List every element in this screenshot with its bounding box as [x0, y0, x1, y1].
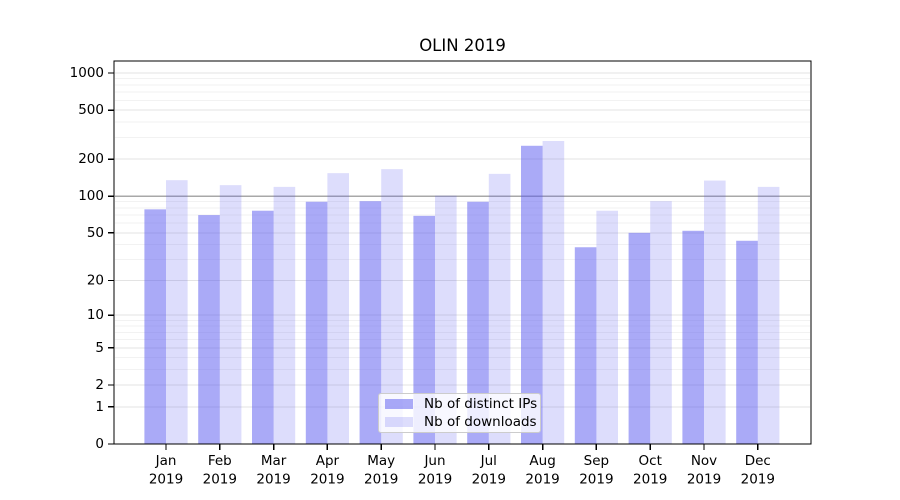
legend-item-downloads: Nb of downloads: [385, 414, 540, 430]
x-tick-label: Apr 2019: [310, 453, 344, 488]
legend-label-downloads: Nb of downloads: [424, 414, 537, 430]
x-tick-label: Nov 2019: [687, 453, 721, 488]
bar-distinct-ips-jul: [467, 201, 489, 444]
bar-distinct-ips-jun: [413, 215, 435, 444]
bar-distinct-ips-dec: [736, 240, 758, 444]
y-tick-label: 1000: [70, 65, 104, 81]
chart-title: OLIN 2019: [419, 36, 506, 55]
x-tick-label: May 2019: [364, 453, 398, 488]
legend-item-distinct-ips: Nb of distinct IPs: [385, 396, 540, 412]
bar-distinct-ips-oct: [628, 232, 651, 444]
bar-distinct-ips-sep: [574, 247, 597, 444]
x-tick-label: Aug 2019: [525, 453, 559, 488]
y-tick-label: 200: [78, 151, 104, 167]
bar-downloads-apr: [327, 173, 349, 444]
legend-swatch-distinct-ips: [385, 399, 413, 409]
x-tick-label: Feb 2019: [203, 453, 237, 488]
plot-border: [113, 60, 812, 445]
x-tick-label: Mar 2019: [256, 453, 290, 488]
bar-distinct-ips-aug: [521, 145, 543, 445]
x-tick-label: Oct 2019: [633, 453, 667, 488]
bar-distinct-ips-mar: [252, 210, 274, 444]
bar-downloads-feb: [219, 185, 242, 445]
y-tick-label: 0: [95, 436, 104, 452]
x-tick-label: Jul 2019: [472, 453, 506, 488]
x-tick-label: Dec 2019: [741, 453, 775, 488]
bar-downloads-may: [381, 169, 403, 444]
bar-distinct-ips-apr: [305, 201, 328, 444]
bar-downloads-aug: [542, 141, 565, 444]
x-tick-label: Jan 2019: [149, 453, 183, 488]
bar-downloads-jul: [488, 173, 511, 444]
bar-downloads-sep: [596, 210, 618, 444]
bar-distinct-ips-may: [359, 201, 382, 444]
y-tick-label: 2: [95, 377, 104, 393]
legend-label-distinct-ips: Nb of distinct IPs: [424, 396, 538, 412]
legend: Nb of distinct IPs Nb of downloads: [378, 393, 541, 433]
bar-downloads-nov: [704, 180, 726, 444]
bar-distinct-ips-feb: [198, 215, 220, 444]
bar-distinct-ips-nov: [682, 230, 704, 444]
y-tick-label: 50: [87, 225, 104, 241]
y-tick-label: 10: [87, 307, 104, 323]
bar-downloads-jan: [166, 180, 188, 444]
y-tick-label: 500: [78, 102, 104, 118]
bar-distinct-ips-jan: [144, 209, 166, 444]
y-tick-label: 20: [87, 272, 104, 288]
bar-downloads-mar: [273, 186, 296, 444]
bar-downloads-oct: [650, 201, 672, 444]
bar-downloads-dec: [757, 186, 780, 444]
y-tick-label: 5: [95, 340, 104, 356]
legend-swatch-downloads: [385, 417, 413, 427]
x-tick-label: Sep 2019: [579, 453, 613, 488]
y-tick-label: 1: [95, 399, 104, 415]
bar-downloads-jun: [435, 195, 457, 444]
x-tick-label: Jun 2019: [418, 453, 452, 488]
y-tick-label: 100: [78, 188, 104, 204]
